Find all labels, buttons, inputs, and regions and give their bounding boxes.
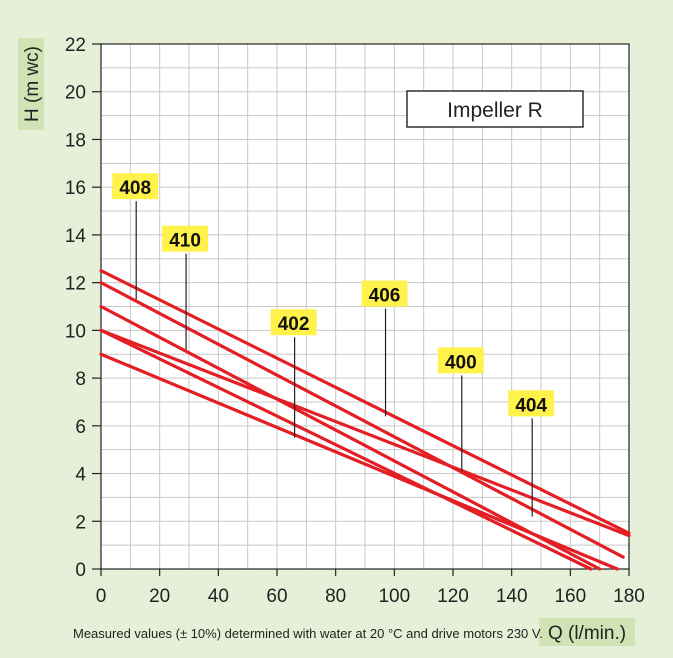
annotation-box-404	[508, 390, 555, 417]
y-tick-label: 0	[75, 560, 86, 581]
x-tick-label: 180	[613, 586, 645, 607]
series-line-402	[99, 304, 602, 571]
annotation-box-400	[437, 347, 484, 374]
series-line-406	[99, 269, 631, 535]
x-axis-label-bg	[539, 618, 635, 646]
y-tick-label: 2	[75, 512, 86, 533]
x-tick-label: 60	[266, 586, 287, 607]
annotation-box-408	[112, 173, 159, 200]
annotation-label-408: 408	[119, 178, 151, 199]
y-axis-label: H (m wc)	[22, 46, 43, 122]
x-tick-label: 40	[208, 586, 229, 607]
annotation-label-410: 410	[169, 231, 201, 252]
x-tick-label: 140	[496, 586, 528, 607]
y-tick-label: 16	[65, 178, 86, 199]
series-line-400	[99, 281, 625, 559]
y-tick-label: 20	[65, 83, 86, 104]
y-tick-label: 6	[75, 417, 86, 438]
y-tick-label: 14	[65, 226, 87, 247]
x-axis-label: Q (l/min.)	[548, 623, 626, 644]
annotation-label-400: 400	[445, 352, 477, 373]
series-line-410	[99, 352, 619, 571]
y-tick-label: 10	[65, 321, 86, 342]
x-tick-label: 120	[437, 586, 469, 607]
footnote: Measured values (± 10%) determined with …	[73, 626, 543, 641]
y-tick-label: 22	[65, 35, 86, 56]
annotation-label-404: 404	[515, 395, 547, 416]
annotation-box-402	[270, 309, 317, 336]
x-tick-label: 20	[149, 586, 170, 607]
y-tick-label: 12	[65, 274, 86, 295]
impeller-box-label: Impeller R	[447, 99, 543, 122]
x-tick-label: 100	[378, 586, 410, 607]
y-tick-label: 18	[65, 130, 86, 151]
x-tick-label: 0	[96, 586, 107, 607]
impeller-box	[406, 90, 584, 128]
x-tick-label: 160	[554, 586, 586, 607]
x-tick-label: 80	[325, 586, 346, 607]
y-tick-label: 4	[75, 465, 86, 486]
annotation-label-402: 402	[278, 314, 310, 335]
series-line-404	[99, 328, 631, 538]
series-line-408	[99, 328, 593, 571]
annotation-label-406: 406	[369, 286, 401, 307]
annotation-box-410	[162, 225, 209, 252]
annotation-box-406	[361, 280, 408, 307]
y-tick-label: 8	[75, 369, 86, 390]
y-axis-label-bg	[18, 38, 44, 130]
